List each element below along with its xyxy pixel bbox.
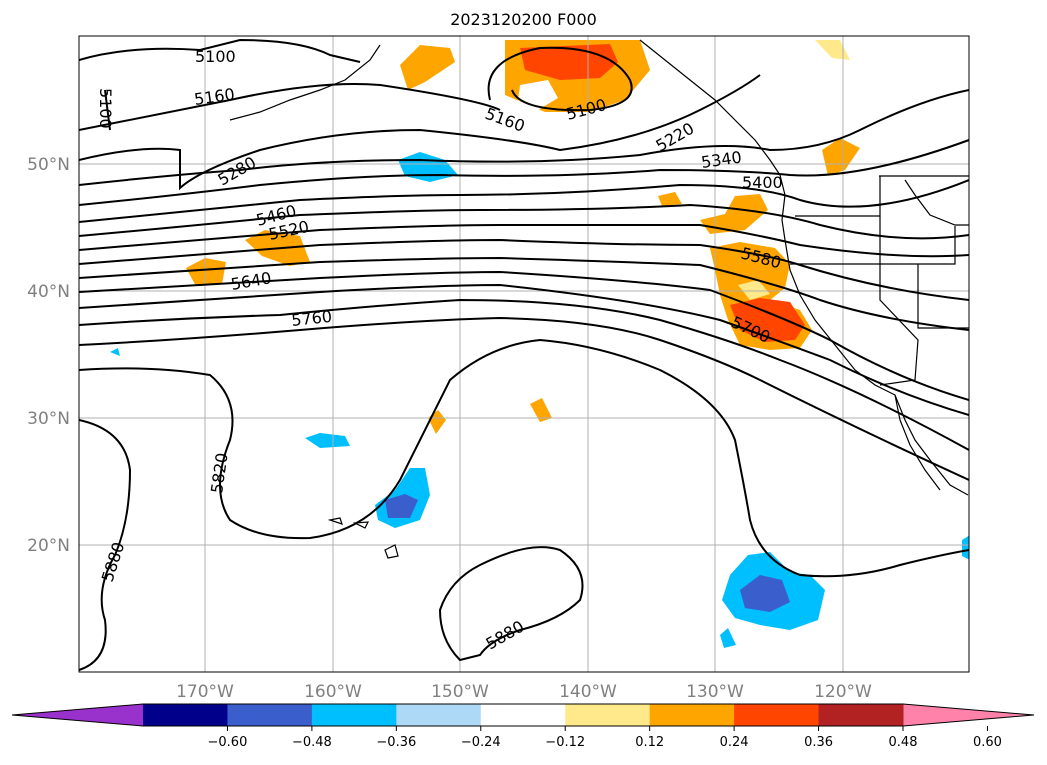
contour-label: 5400 xyxy=(742,173,783,192)
colorbar-segment xyxy=(649,704,735,726)
colorbar-segment xyxy=(227,704,313,726)
colorbar-segment xyxy=(311,704,397,726)
height-contours xyxy=(79,38,969,671)
contour-label: 5100 xyxy=(195,47,236,66)
colorbar-segment xyxy=(818,704,904,726)
colorbar-tick-label: 0.12 xyxy=(635,735,664,750)
contour-label: 5880 xyxy=(98,540,129,585)
colorbar-segment xyxy=(565,704,651,726)
contour-labels: 5100 5160 5100 5160 5100 5220 5340 5400 … xyxy=(96,47,783,653)
colorbar-tick-label: 0.24 xyxy=(720,735,749,750)
lat-label: 50°N xyxy=(27,155,70,175)
colorbar-tick-label: 0.36 xyxy=(804,735,833,750)
colorbar-under-arrow xyxy=(12,704,143,726)
contour-label: 5640 xyxy=(229,268,272,294)
colorbar-segment xyxy=(396,704,482,726)
colorbar-segment xyxy=(143,704,228,726)
contour-label: 5880 xyxy=(483,617,528,654)
contour-label: 5820 xyxy=(207,452,231,495)
graticule xyxy=(79,36,969,672)
colorbar-segment xyxy=(480,704,566,726)
colorbar-segment xyxy=(734,704,820,726)
lon-label: 150°W xyxy=(431,682,489,702)
colorbar-tick-label: 0.60 xyxy=(973,735,1002,750)
shaded-fields xyxy=(110,40,969,648)
colorbar-over-arrow xyxy=(903,704,1034,726)
lat-label: 30°N xyxy=(27,409,70,429)
lon-labels: 170°W 160°W 150°W 140°W 130°W 120°W xyxy=(176,682,872,702)
lon-label: 170°W xyxy=(176,682,234,702)
colorbar-tick-label: 0.48 xyxy=(889,735,918,750)
lon-label: 140°W xyxy=(559,682,617,702)
contour-label: 5100 xyxy=(96,88,115,129)
contour-label: 5760 xyxy=(290,307,332,330)
colorbar-tick-label: −0.12 xyxy=(545,735,585,750)
lon-label: 120°W xyxy=(814,682,872,702)
lon-label: 130°W xyxy=(686,682,744,702)
lat-labels: 50°N 40°N 30°N 20°N xyxy=(27,155,70,556)
coastlines xyxy=(229,39,969,559)
map-title: 2023120200 F000 xyxy=(450,10,597,29)
contour-label: 5160 xyxy=(483,104,528,136)
colorbar: −0.60 −0.48 −0.36 −0.24 −0.12 0.12 0.24 0.36 0.4… xyxy=(11,703,1035,750)
lat-label: 40°N xyxy=(27,282,70,302)
colorbar-tick-label: −0.24 xyxy=(461,735,501,750)
contour-label: 5340 xyxy=(700,147,743,171)
colorbar-outline xyxy=(11,703,1035,727)
map-frame xyxy=(78,35,970,673)
colorbar-tick-label: −0.60 xyxy=(208,735,248,750)
lon-label: 160°W xyxy=(304,682,362,702)
colorbar-tick-label: −0.48 xyxy=(292,735,332,750)
contour-label: 5160 xyxy=(193,84,236,108)
colorbar-tick-label: −0.36 xyxy=(376,735,416,750)
lat-label: 20°N xyxy=(27,536,70,556)
